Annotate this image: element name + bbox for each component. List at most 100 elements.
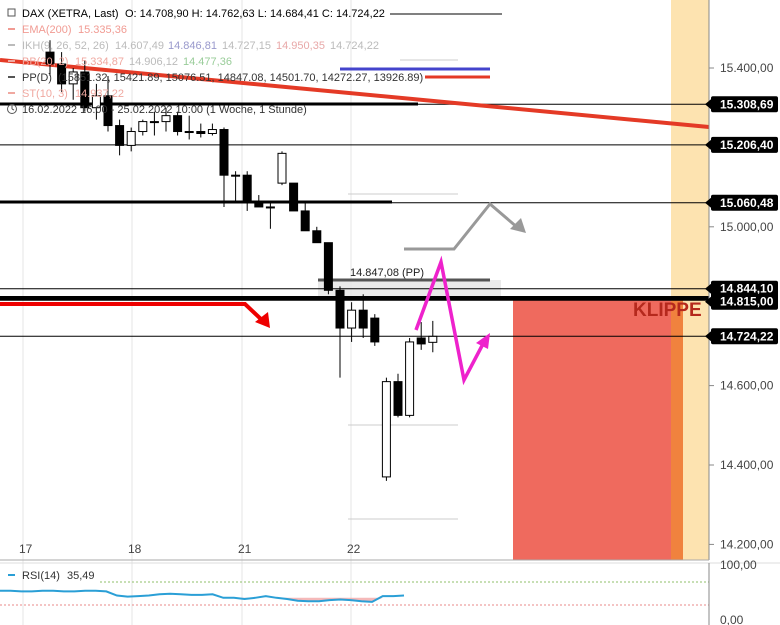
candle-body-20 xyxy=(277,152,287,184)
rsi-axis-top: 100,00 xyxy=(720,558,757,572)
candle-body-15 xyxy=(219,129,229,176)
ikh-legend: IKH(9, 26, 52, 26) xyxy=(22,40,109,52)
ikh-value-4: 14.724,22 xyxy=(330,40,379,52)
pp-annotation: 14.847,08 (PP) xyxy=(350,267,424,279)
price-tag-bg-4 xyxy=(711,293,778,310)
price-tick-label-1: 15.000,00 xyxy=(720,220,774,234)
price-tag-label-1: 15.206,40 xyxy=(720,138,774,152)
ikh-value-3: 14.950,35 xyxy=(276,40,325,52)
price-tag-pointer-1 xyxy=(705,139,711,150)
ikh-value-1: 14.846,81 xyxy=(168,40,217,52)
ema-legend-value: 15.335,36 xyxy=(78,24,127,36)
candle-body-2 xyxy=(68,71,78,85)
candle-body-27 xyxy=(358,309,368,329)
price-tag-label-3: 14.844,10 xyxy=(720,282,774,296)
candle-body-3 xyxy=(80,71,90,109)
time-tick-label-3: 22 xyxy=(347,542,361,556)
candle-body-16 xyxy=(231,174,241,177)
vertical-grid xyxy=(22,0,352,625)
candle-body-22 xyxy=(300,210,310,232)
rsi-panel: RSI(14) 35,49 100,00 0,00 xyxy=(0,558,780,625)
price-tick-label-3: 14.400,00 xyxy=(720,458,774,472)
ikh-value-2: 14.727,15 xyxy=(222,40,271,52)
candle-body-4 xyxy=(91,95,101,109)
price-tag-label-2: 15.060,48 xyxy=(720,196,774,210)
candle-body-13 xyxy=(196,131,206,135)
symbol-label: DAX (XETRA, Last) xyxy=(22,8,119,20)
clock-icon xyxy=(7,104,17,114)
price-tag-label-4: 14.815,00 xyxy=(720,295,774,309)
candle-body-23 xyxy=(312,230,322,244)
bb-value-1: 14.906,12 xyxy=(129,56,178,68)
rsi-line xyxy=(0,589,405,603)
candle-body-10 xyxy=(161,115,171,123)
candle-body-32 xyxy=(416,337,426,345)
price-tag-pointer-3 xyxy=(705,283,711,294)
faint-levels xyxy=(348,59,458,520)
header-legend: DAX (XETRA, Last) O: 14.708,90 H: 14.762… xyxy=(7,8,502,116)
candle-body-26 xyxy=(347,309,357,329)
candle-body-30 xyxy=(393,381,403,416)
candle-body-8 xyxy=(138,121,148,133)
price-axis: 15.400,00 15.000,00 14.600,00 14.400,00 14.2… xyxy=(709,61,774,551)
candle-body-9 xyxy=(149,121,159,124)
price-tag-bg-3 xyxy=(711,280,778,297)
price-tick-label-4: 14.200,00 xyxy=(720,537,774,551)
candle-body-25 xyxy=(335,289,345,329)
price-tag-pointer-5 xyxy=(705,331,711,342)
candle-body-7 xyxy=(126,131,136,146)
time-axis: 17 18 21 22 xyxy=(19,542,361,556)
rsi-legend: RSI(14) xyxy=(22,570,60,582)
pp-legend: PP(D) xyxy=(22,72,52,84)
price-tags: 15.308,69 15.206,40 15.060,48 14.844,1014.8… xyxy=(705,96,778,345)
time-tick-label-2: 21 xyxy=(238,542,252,556)
ema-legend: EMA(200) xyxy=(22,24,72,36)
price-tag-pointer-0 xyxy=(705,99,711,110)
price-tag-label-5: 14.724,22 xyxy=(720,329,774,343)
rsi-axis-bottom: 0,00 xyxy=(720,613,744,625)
candle-body-28 xyxy=(370,317,380,343)
price-tick-label-0: 15.400,00 xyxy=(720,61,774,75)
candle-body-6 xyxy=(115,125,125,146)
bb-value-2: 14.477,36 xyxy=(183,56,232,68)
price-tag-label-0: 15.308,69 xyxy=(720,97,774,111)
bb-value-0: 15.334,87 xyxy=(75,56,124,68)
magenta-arrow xyxy=(414,255,490,386)
rsi-legend-value: 35,49 xyxy=(67,570,95,582)
candle-body-24 xyxy=(323,242,333,291)
time-tick-label-1: 18 xyxy=(128,542,142,556)
price-tag-bg-5 xyxy=(711,328,778,345)
st-legend: ST(10, 3) xyxy=(22,88,68,100)
grey-arrow xyxy=(404,201,526,251)
pp-legend-values: (15851.32, 15421.89, 15076.51, 14847.08,… xyxy=(58,72,423,84)
candle-body-29 xyxy=(381,381,391,478)
candle-body-17 xyxy=(242,174,252,204)
candle-body-1 xyxy=(57,63,67,85)
price-tag-bg-1 xyxy=(711,136,778,153)
ohlc-label: O: 14.708,90 H: 14.762,63 L: 14.684,41 C… xyxy=(125,8,385,20)
klippe-zone-edge xyxy=(671,298,683,560)
candles xyxy=(45,40,438,481)
time-tick-label-0: 17 xyxy=(19,542,33,556)
price-tick-label-2: 14.600,00 xyxy=(720,379,774,393)
klippe-zone xyxy=(513,298,671,560)
candle-body-21 xyxy=(289,182,299,212)
candle-body-31 xyxy=(405,341,415,416)
candle-body-12 xyxy=(184,131,194,134)
price-tag-bg-0 xyxy=(711,96,778,113)
price-tag-bg-2 xyxy=(711,194,778,211)
candle-body-0 xyxy=(45,51,55,65)
candle-body-14 xyxy=(207,129,217,135)
st-legend-value: 14.937,22 xyxy=(75,88,124,100)
price-tag-pointer-2 xyxy=(705,197,711,208)
date-range: 16.02.2022 16:00 - 25.02.2022 10:00 (1 W… xyxy=(22,104,307,116)
red-arrow xyxy=(0,302,270,328)
price-tag-pointer-4 xyxy=(705,296,711,307)
ikh-value-0: 14.607,49 xyxy=(115,40,164,52)
ema-line xyxy=(0,58,710,129)
candle-body-5 xyxy=(103,95,113,127)
candle-body-11 xyxy=(173,115,183,133)
candle-body-18 xyxy=(254,202,264,208)
candle-body-19 xyxy=(265,206,275,209)
